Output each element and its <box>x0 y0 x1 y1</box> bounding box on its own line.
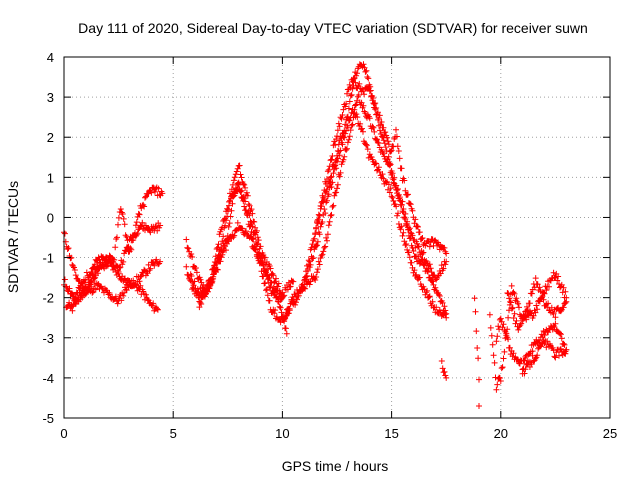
series-track-9 <box>279 109 450 323</box>
y-tick-label: 3 <box>47 90 54 105</box>
series-markers <box>504 275 570 333</box>
series-markers <box>471 295 482 409</box>
series-track-13 <box>438 358 450 381</box>
plot-frame <box>63 56 611 419</box>
series-track-14 <box>471 295 482 409</box>
data-points <box>61 61 570 409</box>
x-tick-label: 5 <box>170 426 177 441</box>
x-tick-label: 15 <box>384 426 398 441</box>
series-markers <box>279 109 450 323</box>
series-markers <box>67 184 166 314</box>
series-markers <box>290 92 450 317</box>
x-axis-label: GPS time / hours <box>282 458 389 474</box>
series-markers <box>312 74 450 257</box>
x-tick-label: 20 <box>494 426 508 441</box>
series-track-18 <box>519 337 570 377</box>
series-track-4 <box>67 184 166 314</box>
series-track-12 <box>312 74 450 257</box>
x-tick-label: 0 <box>60 426 67 441</box>
series-track-6 <box>183 181 286 303</box>
x-tick-label: 10 <box>275 426 289 441</box>
series-track-10 <box>290 92 450 317</box>
series-markers <box>183 181 286 303</box>
series-markers <box>519 337 570 377</box>
series-track-17 <box>504 275 570 333</box>
y-tick-label: 2 <box>47 130 54 145</box>
series-markers <box>187 162 297 305</box>
y-tick-label: -2 <box>42 291 54 306</box>
axis-ticks: 0 5 10 15 20 25 -5 -4 -3 -2 -1 0 1 2 3 4 <box>42 50 617 441</box>
y-tick-label: 0 <box>47 210 54 225</box>
y-tick-label: 1 <box>47 170 54 185</box>
y-tick-label: 4 <box>47 50 54 65</box>
chart-title: Day 111 of 2020, Sidereal Day-to-day VTE… <box>78 20 588 36</box>
y-tick-label: -3 <box>42 331 54 346</box>
y-tick-label: -5 <box>42 411 54 426</box>
x-tick-label: 25 <box>603 426 617 441</box>
y-axis-label: SDTVAR / TECUs <box>5 181 21 293</box>
y-tick-label: -1 <box>42 251 54 266</box>
y-tick-label: -4 <box>42 371 54 386</box>
series-track-7 <box>187 162 297 305</box>
series-markers <box>438 358 450 381</box>
